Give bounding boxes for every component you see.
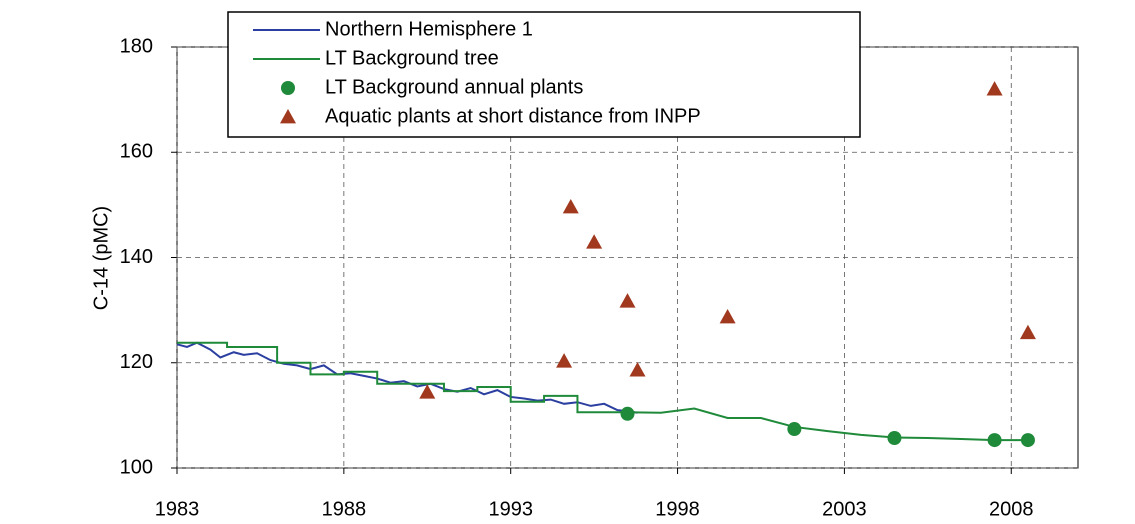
x-tick-label: 1988 xyxy=(322,498,367,520)
legend-label: Aquatic plants at short distance from IN… xyxy=(325,105,701,127)
series-line xyxy=(176,341,638,414)
data-point xyxy=(1020,433,1035,448)
data-point xyxy=(719,308,736,324)
data-point xyxy=(787,422,802,437)
x-tick-label: 2008 xyxy=(989,498,1034,520)
y-axis-label: C-14 (pMC) xyxy=(90,206,112,310)
data-point xyxy=(586,234,603,249)
legend-box xyxy=(227,11,861,138)
legend-marker xyxy=(281,81,295,95)
legend-label: Northern Hemisphere 1 xyxy=(325,18,533,40)
series-line xyxy=(177,341,1028,442)
data-point xyxy=(1019,324,1036,340)
data-point xyxy=(987,433,1002,448)
y-tick-label: 180 xyxy=(120,35,153,57)
data-point xyxy=(419,384,436,399)
x-tick-label: 1983 xyxy=(155,498,200,520)
x-tick-label: 1993 xyxy=(488,498,533,520)
data-point xyxy=(556,353,573,368)
y-tick-label: 100 xyxy=(120,456,153,478)
data-point xyxy=(619,293,636,308)
data-point xyxy=(620,406,635,421)
data-point xyxy=(986,81,1003,96)
data-point xyxy=(887,431,902,446)
x-tick-label: 2003 xyxy=(822,498,867,520)
legend-label: LT Background annual plants xyxy=(325,76,583,98)
data-point xyxy=(629,362,646,377)
legend-label: LT Background tree xyxy=(325,47,499,69)
legend-marker xyxy=(280,109,296,124)
x-tick-label: 1998 xyxy=(655,498,700,520)
data-point xyxy=(562,198,579,214)
y-tick-label: 140 xyxy=(120,246,153,268)
y-tick-label: 120 xyxy=(120,351,153,373)
y-tick-label: 160 xyxy=(120,141,153,163)
